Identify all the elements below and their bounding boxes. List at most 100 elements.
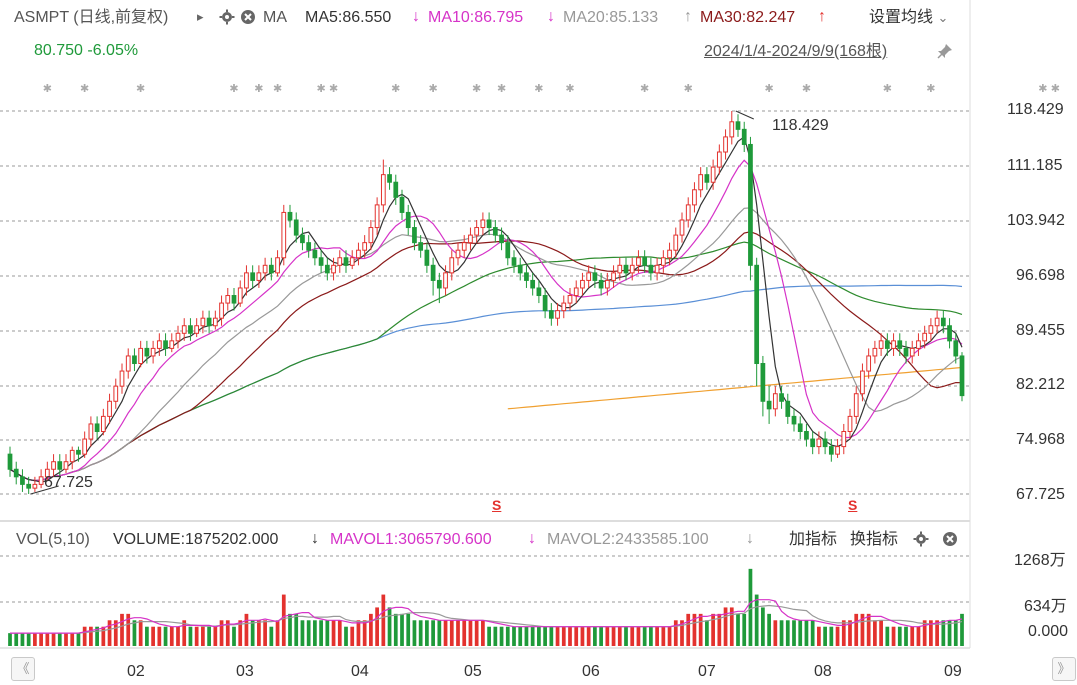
volume-bar: [89, 626, 93, 646]
candle-body: [318, 257, 324, 266]
candle-body: [387, 174, 392, 183]
volume-bar: [145, 626, 149, 646]
scroll-left-button[interactable]: 《: [11, 657, 35, 681]
date-range[interactable]: 2024/1/4-2024/9/9(168根): [704, 43, 888, 60]
volume-bar: [835, 626, 840, 646]
candle-body: [760, 363, 766, 402]
gear-icon[interactable]: [219, 9, 235, 30]
volume-bar: [499, 626, 504, 646]
volume-bar: [524, 626, 529, 646]
candle-body: [468, 234, 473, 244]
volume-bar: [313, 620, 317, 646]
symbol-title[interactable]: ASMPT (日线,前复权): [14, 9, 169, 26]
candle-body: [916, 340, 921, 349]
volume-bar: [468, 620, 473, 646]
ma10-arrow: ↓: [547, 8, 555, 25]
close-icon[interactable]: [240, 9, 256, 30]
candle-body: [536, 287, 542, 297]
sell-marker[interactable]: S: [848, 497, 858, 513]
sell-marker[interactable]: S: [492, 497, 502, 513]
volume-bar: [649, 626, 653, 646]
vol-label[interactable]: VOL(5,10): [16, 531, 90, 548]
candle-body: [922, 332, 928, 342]
candle-body: [324, 264, 330, 274]
add-indicator-button[interactable]: 加指标: [789, 531, 838, 548]
ma-label[interactable]: MA: [263, 9, 287, 26]
candle-body: [181, 325, 187, 334]
volume-bar: [754, 594, 759, 646]
volume-arrow: ↓: [311, 530, 319, 547]
volume-bar: [33, 633, 37, 646]
event-marker: ✱: [429, 82, 438, 95]
candle-body: [617, 264, 623, 274]
close-icon[interactable]: [942, 531, 958, 552]
volume-bar: [530, 626, 535, 646]
volume-bar: [960, 613, 964, 646]
volume-bar: [194, 626, 199, 646]
candle-body: [474, 227, 480, 236]
candle-body: [194, 325, 200, 334]
volume-bar: [873, 620, 877, 646]
volume-bar: [929, 620, 933, 646]
candle-body: [679, 219, 685, 236]
candle-body: [623, 264, 629, 274]
candle-body: [673, 234, 679, 251]
event-marker: ✱: [802, 82, 811, 95]
volume-bar: [64, 633, 68, 646]
volume-bar: [505, 626, 510, 646]
candle-body: [629, 264, 635, 274]
price-tick: 118.429: [1007, 101, 1064, 118]
candle-body: [804, 430, 809, 440]
volume-bar: [841, 620, 846, 646]
candle-body: [667, 249, 672, 259]
price-tick: 89.455: [1016, 322, 1065, 339]
candle-body: [200, 317, 206, 327]
volume-bar: [300, 620, 305, 646]
volume-bar: [574, 626, 579, 646]
candle-body: [219, 302, 224, 319]
event-marker: ✱: [391, 82, 400, 95]
ma60-line: [103, 241, 963, 461]
ma10-value: MA10:86.795: [428, 9, 524, 26]
candlestick-series: [7, 111, 965, 494]
candle-body: [268, 264, 274, 274]
pin-icon[interactable]: [936, 42, 954, 65]
switch-indicator-button[interactable]: 换指标: [850, 531, 899, 548]
volume-bar: [854, 613, 859, 646]
volume-bar: [356, 620, 361, 646]
candle-body: [300, 234, 305, 244]
volume-bar: [288, 613, 292, 646]
ma-settings-button[interactable]: 设置均线 ⌄: [869, 8, 948, 28]
scroll-right-button[interactable]: 》: [1052, 657, 1076, 681]
candle-body: [13, 468, 19, 478]
candle-body: [953, 340, 959, 357]
candle-body: [586, 272, 592, 281]
candle-body: [281, 211, 287, 259]
event-marker: ✱: [273, 82, 282, 95]
candle-body: [835, 446, 840, 455]
candle-body: [188, 325, 193, 334]
volume-bar: [306, 620, 311, 646]
candle-body: [455, 249, 461, 259]
volume-bar: [561, 626, 566, 646]
candle-body: [928, 325, 934, 334]
mavol1-value: MAVOL1:3065790.600: [330, 531, 492, 548]
candle-body: [716, 151, 722, 168]
ma-settings-label: 设置均线: [869, 9, 934, 26]
volume-bar: [798, 620, 803, 646]
candle-body: [119, 370, 125, 387]
candle-body: [884, 340, 890, 349]
volume-bar: [568, 626, 572, 646]
candle-body: [779, 393, 784, 402]
event-marker: ✱: [1051, 82, 1060, 95]
play-icon[interactable]: ▸: [197, 9, 204, 24]
candle-body: [57, 461, 63, 470]
gear-icon[interactable]: [913, 531, 929, 552]
volume-bar: [157, 626, 162, 646]
volume-bar: [126, 613, 131, 646]
volume-bar: [319, 620, 323, 646]
event-marker: ✱: [329, 82, 338, 95]
volume-bar: [20, 633, 25, 646]
volume-bar: [817, 626, 821, 646]
